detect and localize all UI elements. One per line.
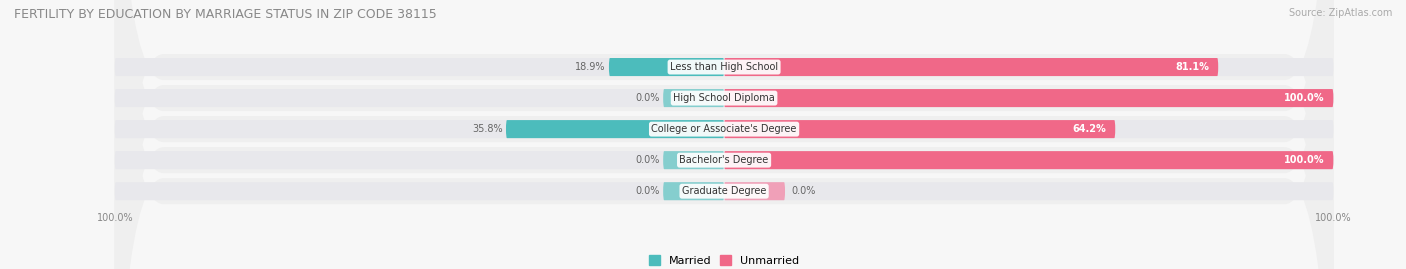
FancyBboxPatch shape <box>664 89 724 107</box>
FancyBboxPatch shape <box>724 120 1115 138</box>
FancyBboxPatch shape <box>724 58 1218 76</box>
FancyBboxPatch shape <box>724 89 1333 107</box>
Text: 81.1%: 81.1% <box>1175 62 1209 72</box>
Text: High School Diploma: High School Diploma <box>673 93 775 103</box>
FancyBboxPatch shape <box>664 182 724 200</box>
Text: 100.0%: 100.0% <box>1284 93 1324 103</box>
Text: 35.8%: 35.8% <box>472 124 503 134</box>
Text: Source: ZipAtlas.com: Source: ZipAtlas.com <box>1288 8 1392 18</box>
FancyBboxPatch shape <box>664 151 724 169</box>
FancyBboxPatch shape <box>115 151 1333 169</box>
Text: Less than High School: Less than High School <box>671 62 778 72</box>
FancyBboxPatch shape <box>609 58 724 76</box>
Legend: Married, Unmarried: Married, Unmarried <box>648 255 800 266</box>
FancyBboxPatch shape <box>115 0 1333 269</box>
FancyBboxPatch shape <box>115 0 1333 269</box>
FancyBboxPatch shape <box>115 0 1333 269</box>
FancyBboxPatch shape <box>115 120 1333 138</box>
Text: College or Associate's Degree: College or Associate's Degree <box>651 124 797 134</box>
Text: 0.0%: 0.0% <box>792 186 815 196</box>
FancyBboxPatch shape <box>115 58 1333 76</box>
Text: 0.0%: 0.0% <box>636 93 661 103</box>
FancyBboxPatch shape <box>115 89 1333 107</box>
FancyBboxPatch shape <box>115 0 1333 269</box>
FancyBboxPatch shape <box>724 151 1333 169</box>
Text: 0.0%: 0.0% <box>636 186 661 196</box>
Text: Graduate Degree: Graduate Degree <box>682 186 766 196</box>
Text: Bachelor's Degree: Bachelor's Degree <box>679 155 769 165</box>
FancyBboxPatch shape <box>724 182 785 200</box>
Text: 100.0%: 100.0% <box>1284 155 1324 165</box>
FancyBboxPatch shape <box>115 0 1333 269</box>
Text: 0.0%: 0.0% <box>636 155 661 165</box>
FancyBboxPatch shape <box>506 120 724 138</box>
FancyBboxPatch shape <box>115 182 1333 200</box>
Text: FERTILITY BY EDUCATION BY MARRIAGE STATUS IN ZIP CODE 38115: FERTILITY BY EDUCATION BY MARRIAGE STATU… <box>14 8 437 21</box>
Text: 18.9%: 18.9% <box>575 62 606 72</box>
Text: 64.2%: 64.2% <box>1073 124 1107 134</box>
